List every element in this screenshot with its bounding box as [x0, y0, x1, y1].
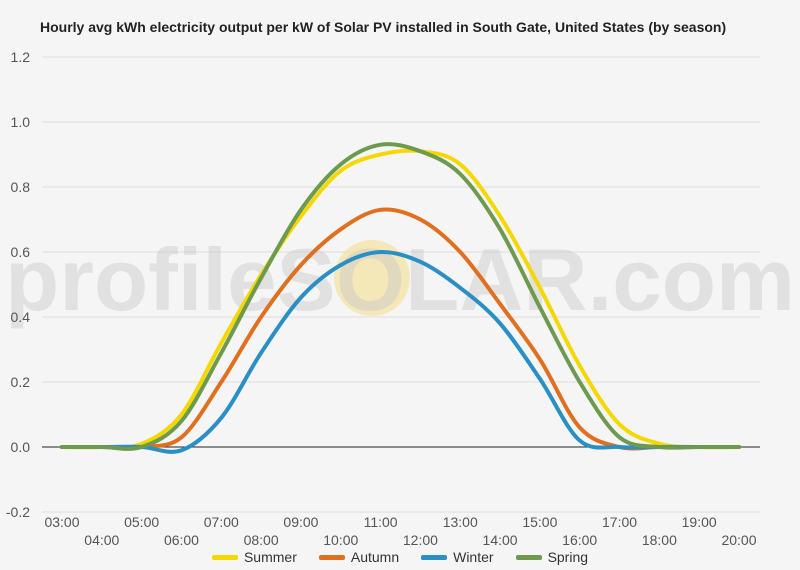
y-tick-label: -0.2	[6, 504, 30, 520]
axis-layer: -0.2 0.0 0.2 0.4 0.6 0.8 1.0 1.2 03:00 05:00 07:00…	[6, 49, 757, 548]
x-tick-label: 05:00	[124, 514, 159, 530]
x-tick-label: 16:00	[562, 532, 597, 548]
x-tick-label: 19:00	[682, 514, 717, 530]
x-tick-label: 13:00	[443, 514, 478, 530]
x-tick-label: 07:00	[204, 514, 239, 530]
chart-title: Hourly avg kWh electricity output per kW…	[40, 19, 727, 35]
legend-label: Summer	[243, 549, 297, 565]
x-tick-label: 12:00	[403, 532, 438, 548]
series-line-spring	[60, 142, 741, 451]
legend-label: Spring	[547, 549, 589, 565]
legend-label: Winter	[453, 549, 494, 565]
y-tick-label: 0.8	[11, 179, 31, 195]
y-tick-label: 0.2	[11, 374, 31, 390]
y-tick-label: 0.6	[11, 244, 31, 260]
series-line-summer	[60, 148, 741, 450]
series-line-winter	[60, 249, 741, 454]
x-tick-label: 04:00	[84, 532, 119, 548]
watermark-text: profileSOLAR.com	[5, 230, 795, 329]
legend-item-winter: Winter	[421, 549, 494, 565]
x-tick-label: 15:00	[522, 514, 557, 530]
legend-label: Autumn	[350, 549, 400, 565]
x-tick-label: 14:00	[483, 532, 518, 548]
legend-swatch	[318, 554, 345, 560]
legend-swatch	[211, 554, 238, 560]
x-tick-label: 06:00	[164, 532, 199, 548]
y-tick-label: 0.4	[11, 309, 31, 325]
x-tick-label: 17:00	[602, 514, 637, 530]
y-tick-label: 1.0	[11, 114, 31, 130]
series-layer	[60, 142, 741, 454]
legend: Summer Autumn Winter Spring	[0, 549, 800, 565]
x-tick-label: 11:00	[364, 514, 398, 530]
legend-item-autumn: Autumn	[318, 549, 400, 565]
legend-swatch	[515, 554, 542, 560]
watermark: profileSOLAR.com	[5, 230, 795, 329]
legend-item-spring: Spring	[515, 549, 589, 565]
x-tick-label: 18:00	[642, 532, 677, 548]
legend-swatch	[421, 554, 448, 560]
x-tick-label: 10:00	[323, 532, 358, 548]
x-tick-label: 03:00	[44, 514, 79, 530]
y-tick-label: 1.2	[11, 49, 31, 65]
x-tick-label: 09:00	[283, 514, 318, 530]
legend-item-summer: Summer	[211, 549, 297, 565]
y-tick-label: 0.0	[11, 439, 31, 455]
grid-layer	[42, 56, 760, 513]
x-tick-label: 08:00	[244, 532, 279, 548]
x-tick-label: 20:00	[721, 532, 756, 548]
